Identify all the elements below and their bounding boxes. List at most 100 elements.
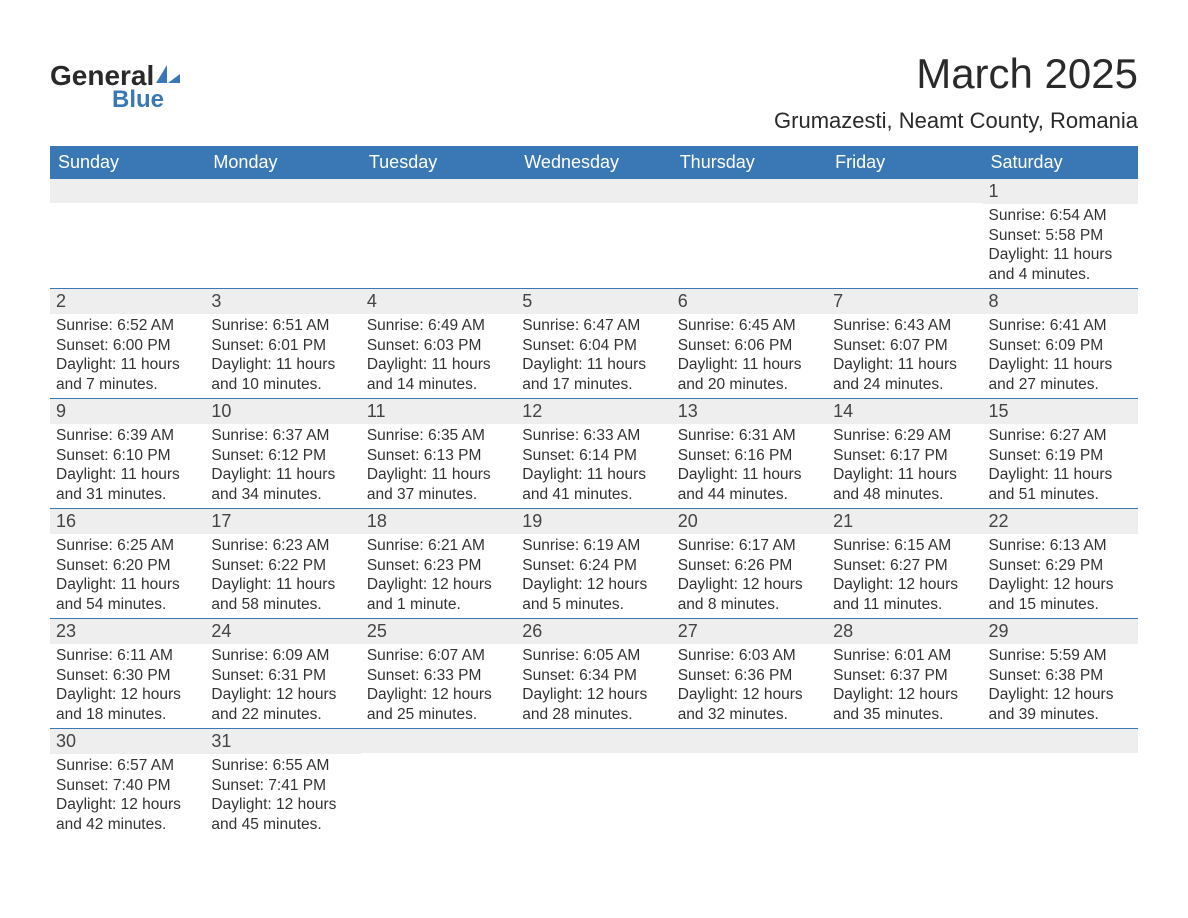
daylight-text: Daylight: 12 hours and 45 minutes. xyxy=(211,795,354,834)
sunrise-text: Sunrise: 5:59 AM xyxy=(989,646,1132,666)
sunrise-text: Sunrise: 6:01 AM xyxy=(833,646,976,666)
daylight-text: Daylight: 12 hours and 25 minutes. xyxy=(367,685,510,724)
day-number: 24 xyxy=(205,619,360,644)
sunset-text: Sunset: 6:37 PM xyxy=(833,666,976,686)
sunrise-text: Sunrise: 6:03 AM xyxy=(678,646,821,666)
day-number: 26 xyxy=(516,619,671,644)
day-body: Sunrise: 6:11 AMSunset: 6:30 PMDaylight:… xyxy=(50,644,205,728)
day-cell: 31Sunrise: 6:55 AMSunset: 7:41 PMDayligh… xyxy=(205,729,360,838)
day-body xyxy=(205,203,360,209)
sunrise-text: Sunrise: 6:54 AM xyxy=(989,206,1132,226)
day-body: Sunrise: 6:49 AMSunset: 6:03 PMDaylight:… xyxy=(361,314,516,398)
day-body xyxy=(983,753,1138,759)
sunrise-text: Sunrise: 6:37 AM xyxy=(211,426,354,446)
weekday-header-monday: Monday xyxy=(205,146,360,179)
header: General Blue March 2025 Grumazesti, Neam… xyxy=(50,50,1138,134)
day-number: 11 xyxy=(361,399,516,424)
daylight-text: Daylight: 11 hours and 17 minutes. xyxy=(522,355,665,394)
daylight-text: Daylight: 11 hours and 58 minutes. xyxy=(211,575,354,614)
logo-mark-icon xyxy=(156,65,180,83)
day-body xyxy=(361,753,516,759)
day-cell: 24Sunrise: 6:09 AMSunset: 6:31 PMDayligh… xyxy=(205,619,360,728)
day-cell: 29Sunrise: 5:59 AMSunset: 6:38 PMDayligh… xyxy=(983,619,1138,728)
day-body: Sunrise: 6:31 AMSunset: 6:16 PMDaylight:… xyxy=(672,424,827,508)
day-cell xyxy=(672,179,827,288)
day-body: Sunrise: 6:41 AMSunset: 6:09 PMDaylight:… xyxy=(983,314,1138,398)
day-cell xyxy=(516,729,671,838)
day-number xyxy=(672,729,827,753)
day-number: 2 xyxy=(50,289,205,314)
weekday-header-sunday: Sunday xyxy=(50,146,205,179)
day-cell: 5Sunrise: 6:47 AMSunset: 6:04 PMDaylight… xyxy=(516,289,671,398)
day-cell: 28Sunrise: 6:01 AMSunset: 6:37 PMDayligh… xyxy=(827,619,982,728)
daylight-text: Daylight: 12 hours and 32 minutes. xyxy=(678,685,821,724)
day-cell: 2Sunrise: 6:52 AMSunset: 6:00 PMDaylight… xyxy=(50,289,205,398)
day-number: 23 xyxy=(50,619,205,644)
sunset-text: Sunset: 6:33 PM xyxy=(367,666,510,686)
day-number: 6 xyxy=(672,289,827,314)
day-body: Sunrise: 6:33 AMSunset: 6:14 PMDaylight:… xyxy=(516,424,671,508)
daylight-text: Daylight: 12 hours and 1 minute. xyxy=(367,575,510,614)
day-body: Sunrise: 6:09 AMSunset: 6:31 PMDaylight:… xyxy=(205,644,360,728)
day-number: 3 xyxy=(205,289,360,314)
day-cell: 12Sunrise: 6:33 AMSunset: 6:14 PMDayligh… xyxy=(516,399,671,508)
daylight-text: Daylight: 11 hours and 4 minutes. xyxy=(989,245,1132,284)
day-cell xyxy=(50,179,205,288)
sunrise-text: Sunrise: 6:13 AM xyxy=(989,536,1132,556)
day-body: Sunrise: 6:19 AMSunset: 6:24 PMDaylight:… xyxy=(516,534,671,618)
day-body: Sunrise: 6:54 AMSunset: 5:58 PMDaylight:… xyxy=(983,204,1138,288)
day-body: Sunrise: 6:25 AMSunset: 6:20 PMDaylight:… xyxy=(50,534,205,618)
daylight-text: Daylight: 11 hours and 27 minutes. xyxy=(989,355,1132,394)
day-body: Sunrise: 6:35 AMSunset: 6:13 PMDaylight:… xyxy=(361,424,516,508)
day-number: 31 xyxy=(205,729,360,754)
day-number: 9 xyxy=(50,399,205,424)
day-cell: 23Sunrise: 6:11 AMSunset: 6:30 PMDayligh… xyxy=(50,619,205,728)
day-cell xyxy=(516,179,671,288)
sunrise-text: Sunrise: 6:21 AM xyxy=(367,536,510,556)
day-body: Sunrise: 6:52 AMSunset: 6:00 PMDaylight:… xyxy=(50,314,205,398)
day-cell xyxy=(983,729,1138,838)
day-number xyxy=(205,179,360,203)
day-number xyxy=(983,729,1138,753)
day-body: Sunrise: 6:01 AMSunset: 6:37 PMDaylight:… xyxy=(827,644,982,728)
day-number: 28 xyxy=(827,619,982,644)
daylight-text: Daylight: 11 hours and 10 minutes. xyxy=(211,355,354,394)
calendar: Sunday Monday Tuesday Wednesday Thursday… xyxy=(50,146,1138,838)
logo-text-blue: Blue xyxy=(112,86,164,114)
day-number: 19 xyxy=(516,509,671,534)
day-number: 13 xyxy=(672,399,827,424)
title-block: March 2025 Grumazesti, Neamt County, Rom… xyxy=(774,50,1138,134)
sunrise-text: Sunrise: 6:51 AM xyxy=(211,316,354,336)
daylight-text: Daylight: 11 hours and 14 minutes. xyxy=(367,355,510,394)
day-number: 27 xyxy=(672,619,827,644)
daylight-text: Daylight: 11 hours and 44 minutes. xyxy=(678,465,821,504)
sunset-text: Sunset: 6:06 PM xyxy=(678,336,821,356)
day-number: 22 xyxy=(983,509,1138,534)
day-cell xyxy=(827,729,982,838)
day-number: 21 xyxy=(827,509,982,534)
day-cell: 3Sunrise: 6:51 AMSunset: 6:01 PMDaylight… xyxy=(205,289,360,398)
day-number: 16 xyxy=(50,509,205,534)
sunset-text: Sunset: 6:09 PM xyxy=(989,336,1132,356)
sunrise-text: Sunrise: 6:23 AM xyxy=(211,536,354,556)
day-cell xyxy=(361,729,516,838)
day-number xyxy=(672,179,827,203)
sunrise-text: Sunrise: 6:27 AM xyxy=(989,426,1132,446)
sunset-text: Sunset: 6:34 PM xyxy=(522,666,665,686)
day-body xyxy=(361,203,516,209)
day-body: Sunrise: 6:03 AMSunset: 6:36 PMDaylight:… xyxy=(672,644,827,728)
day-cell: 16Sunrise: 6:25 AMSunset: 6:20 PMDayligh… xyxy=(50,509,205,618)
day-cell: 6Sunrise: 6:45 AMSunset: 6:06 PMDaylight… xyxy=(672,289,827,398)
sunrise-text: Sunrise: 6:55 AM xyxy=(211,756,354,776)
sunset-text: Sunset: 6:00 PM xyxy=(56,336,199,356)
day-body: Sunrise: 6:51 AMSunset: 6:01 PMDaylight:… xyxy=(205,314,360,398)
sunset-text: Sunset: 6:07 PM xyxy=(833,336,976,356)
day-cell: 14Sunrise: 6:29 AMSunset: 6:17 PMDayligh… xyxy=(827,399,982,508)
daylight-text: Daylight: 11 hours and 54 minutes. xyxy=(56,575,199,614)
sunrise-text: Sunrise: 6:19 AM xyxy=(522,536,665,556)
weekday-header-thursday: Thursday xyxy=(672,146,827,179)
day-body xyxy=(672,203,827,209)
sunrise-text: Sunrise: 6:35 AM xyxy=(367,426,510,446)
daylight-text: Daylight: 12 hours and 35 minutes. xyxy=(833,685,976,724)
sunset-text: Sunset: 6:19 PM xyxy=(989,446,1132,466)
